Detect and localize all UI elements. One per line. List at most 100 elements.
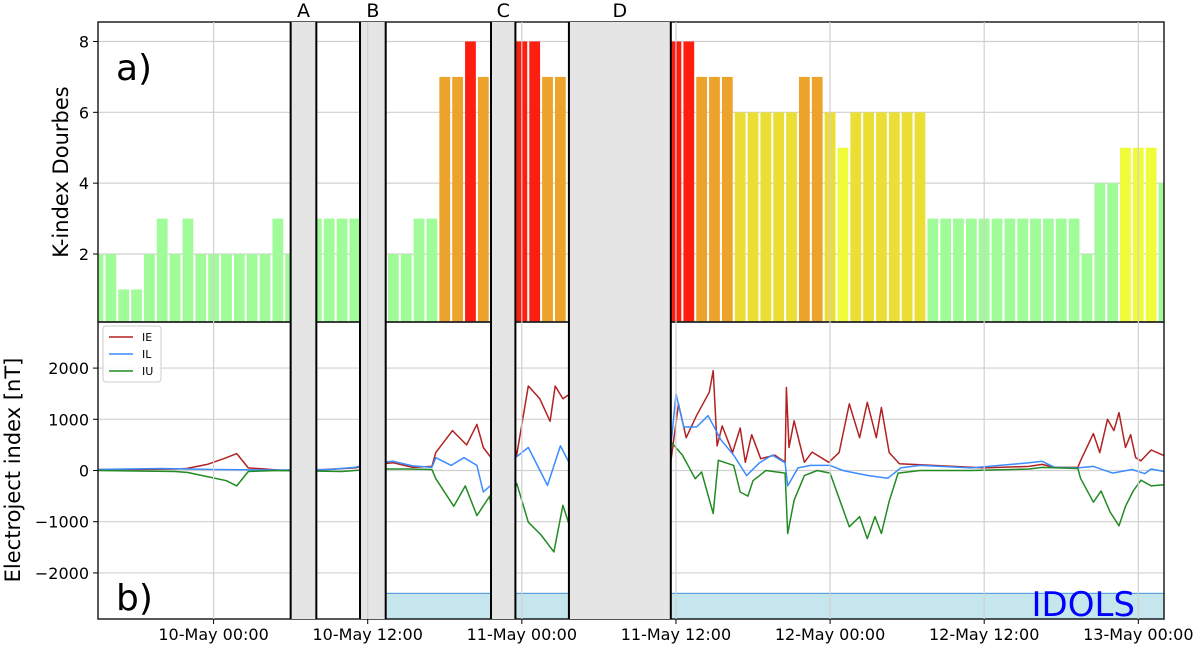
kindex-bar xyxy=(388,253,399,322)
kindex-bar xyxy=(696,76,708,322)
series-il xyxy=(98,392,1164,507)
event-label-b: B xyxy=(366,0,379,22)
kindex-bar xyxy=(195,253,207,322)
y-tick-label: 2 xyxy=(79,245,89,264)
event-label-c: C xyxy=(497,0,510,22)
kindex-bar xyxy=(233,253,245,322)
kindex-bar xyxy=(272,218,284,322)
kindex-bar xyxy=(426,218,438,322)
kindex-bar xyxy=(850,112,862,322)
kindex-bar xyxy=(1158,183,1164,322)
kindex-bar xyxy=(182,218,194,322)
kindex-bar xyxy=(1094,183,1106,322)
kindex-bar xyxy=(477,76,489,322)
kindex-bar xyxy=(965,218,977,322)
kindex-bar xyxy=(721,76,733,322)
kindex-bar xyxy=(953,218,964,322)
kindex-bar xyxy=(465,41,476,322)
idols-label: IDOLS xyxy=(1032,585,1136,625)
kindex-bar xyxy=(1055,218,1067,322)
kindex-bar xyxy=(1017,218,1029,322)
kindex-bar xyxy=(336,218,348,322)
panel-a-label: a) xyxy=(116,48,152,89)
y-tick-label: 2000 xyxy=(48,359,89,378)
kindex-bar xyxy=(876,112,887,322)
kindex-bar xyxy=(143,253,155,322)
x-tick-label: 10-May 12:00 xyxy=(313,625,423,644)
kindex-bar xyxy=(529,41,541,322)
kindex-bar xyxy=(798,76,810,322)
legend-label-iu: IU xyxy=(142,365,153,378)
x-tick-label: 12-May 12:00 xyxy=(929,625,1039,644)
event-shade-b xyxy=(360,22,386,619)
kindex-bar xyxy=(747,112,759,322)
legend-label-il: IL xyxy=(142,348,152,361)
kindex-bar xyxy=(1145,147,1157,322)
kindex-bar xyxy=(940,218,952,322)
kindex-bar xyxy=(811,76,823,322)
kindex-bar xyxy=(105,253,117,322)
kindex-bar xyxy=(1043,218,1054,322)
kindex-bar xyxy=(773,112,785,322)
kindex-bar xyxy=(1120,147,1131,322)
event-shade-a xyxy=(290,22,317,619)
kindex-bar xyxy=(837,147,849,322)
kindex-bar xyxy=(1004,218,1016,322)
series-iu xyxy=(98,441,1164,606)
kindex-bar xyxy=(863,112,874,322)
kindex-bar xyxy=(131,289,142,322)
kindex-bar xyxy=(400,253,412,322)
x-tick-label: 13-May 00:00 xyxy=(1083,625,1193,644)
kindex-bar xyxy=(888,112,900,322)
x-tick-label: 11-May 12:00 xyxy=(621,625,731,644)
kindex-bar xyxy=(452,76,464,322)
kindex-bar xyxy=(1030,218,1041,322)
kindex-bar xyxy=(991,218,1003,322)
kindex-bar xyxy=(554,76,566,322)
legend: IE IL IU xyxy=(102,325,162,383)
kindex-bar xyxy=(709,76,720,322)
kindex-bar xyxy=(246,253,258,322)
kindex-bar xyxy=(156,218,168,322)
kindex-bar xyxy=(221,253,232,322)
panel-b-label: b) xyxy=(116,578,153,619)
y-tick-label: 1000 xyxy=(48,410,89,429)
kindex-bar xyxy=(914,112,926,322)
y-tick-label: 0 xyxy=(79,462,89,481)
kindex-bar xyxy=(118,289,130,322)
y-tick-label: −1000 xyxy=(35,513,89,532)
kindex-bar xyxy=(323,218,335,322)
kindex-bar xyxy=(927,218,939,322)
kindex-bar xyxy=(542,76,553,322)
y-tick-label: 8 xyxy=(79,32,89,51)
event-shade-c xyxy=(491,22,516,619)
kindex-bar xyxy=(349,218,361,322)
y-tick-label: 4 xyxy=(79,174,89,193)
panel-b-ylabel: Electroject index [nT] xyxy=(1,358,25,583)
kindex-bar xyxy=(413,218,425,322)
kindex-bar xyxy=(1068,218,1080,322)
kindex-bar xyxy=(98,253,104,322)
series-lines xyxy=(98,352,1164,606)
kindex-bar xyxy=(439,76,451,322)
kindex-bar xyxy=(734,112,746,322)
kindex-bar xyxy=(1107,183,1119,322)
y-tick-label: −2000 xyxy=(35,564,89,583)
kindex-bar xyxy=(683,41,695,322)
event-shade-d xyxy=(568,22,671,619)
event-label-a: A xyxy=(297,0,310,22)
x-tick-label: 10-May 00:00 xyxy=(158,625,268,644)
kindex-bar xyxy=(786,112,797,322)
kindex-bar xyxy=(259,253,271,322)
kindex-bar xyxy=(760,112,772,322)
kindex-bar xyxy=(1081,253,1093,322)
kindex-bar xyxy=(901,112,913,322)
x-tick-label: 11-May 00:00 xyxy=(467,625,577,644)
y-tick-label: 6 xyxy=(79,103,89,122)
legend-label-ie: IE xyxy=(142,331,152,344)
panel-a-ylabel: K-index Dourbes xyxy=(49,86,73,257)
event-label-d: D xyxy=(613,0,628,22)
kindex-bar xyxy=(169,253,181,322)
x-tick-label: 12-May 00:00 xyxy=(775,625,885,644)
